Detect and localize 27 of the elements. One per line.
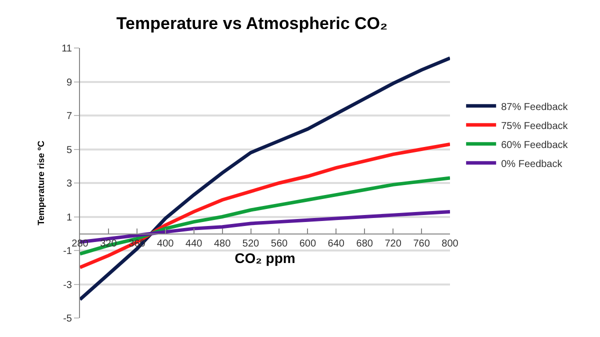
x-tick-label: 400 bbox=[157, 238, 174, 250]
y-tick-label: 1 bbox=[66, 212, 72, 224]
y-tick-label: -5 bbox=[63, 314, 72, 324]
y-axis-title: Temperature rise ºC bbox=[36, 140, 46, 226]
y-tick-label: 7 bbox=[66, 111, 72, 122]
legend-label: 60% Feedback bbox=[501, 140, 569, 151]
x-tick-label: 680 bbox=[356, 238, 374, 250]
y-tick-label: 3 bbox=[66, 178, 72, 190]
y-tick-label: -3 bbox=[63, 280, 72, 291]
x-tick-label: 560 bbox=[270, 238, 288, 250]
x-tick-label: 800 bbox=[442, 238, 459, 250]
legend-label: 87% Feedback bbox=[501, 102, 569, 113]
x-tick-label: 440 bbox=[186, 238, 203, 250]
x-tick-label: 600 bbox=[299, 238, 316, 250]
y-tick-label: 9 bbox=[66, 77, 72, 88]
x-tick-label: 520 bbox=[242, 238, 260, 250]
x-tick-label: 480 bbox=[214, 238, 232, 250]
x-tick-label: 640 bbox=[328, 238, 345, 250]
legend-label: 0% Feedback bbox=[501, 158, 564, 170]
x-tick-label: 720 bbox=[384, 238, 402, 250]
x-axis-title: CO₂ ppm bbox=[234, 250, 296, 266]
y-tick-label: 11 bbox=[62, 44, 72, 54]
chart-title: Temperature vs Atmospheric CO₂ bbox=[116, 14, 388, 33]
x-tick-label: 760 bbox=[413, 238, 430, 250]
y-tick-label: 5 bbox=[66, 144, 72, 156]
y-tick-label: -1 bbox=[63, 246, 72, 257]
legend-label: 75% Feedback bbox=[501, 120, 569, 132]
